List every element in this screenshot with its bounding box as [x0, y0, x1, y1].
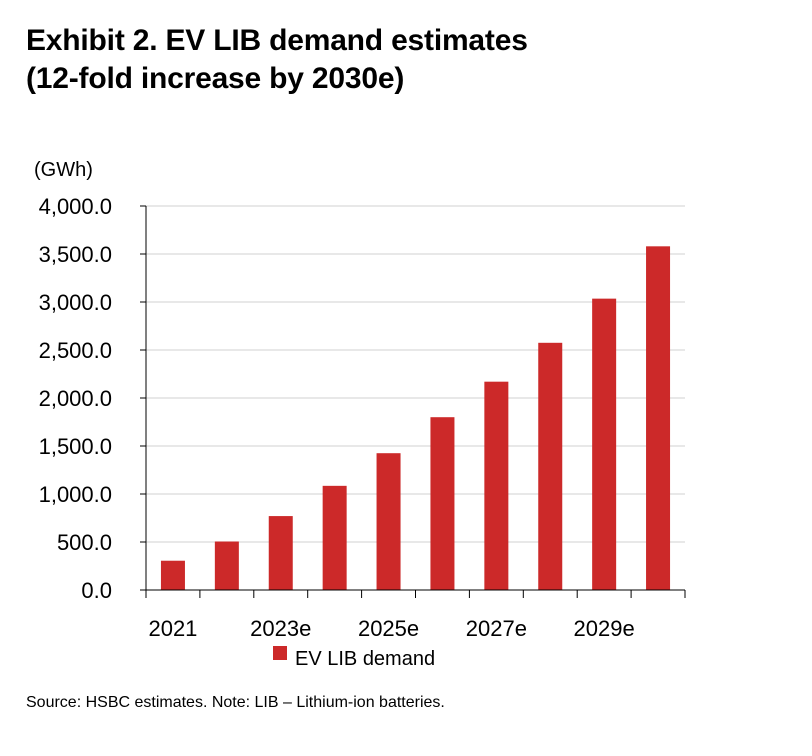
y-tick-label: 2,000.0	[39, 386, 112, 411]
y-tick-label: 3,500.0	[39, 242, 112, 267]
bar-chart: 0.0 500.0 1,000.0 1,500.0 2,000.0 2,500.0 3,00…	[34, 159, 686, 670]
gridlines	[146, 205, 685, 543]
x-tick-label: 2023e	[250, 616, 311, 641]
bar	[322, 485, 347, 590]
chart-title-line-2: (12-fold increase by 2030e)	[26, 62, 405, 95]
bar	[538, 342, 563, 590]
y-tick-label: 3,000.0	[39, 290, 112, 315]
y-axis-label: (GWh)	[34, 159, 93, 181]
x-axis-ticks: 2021 2023e 2025e 2027e 2029e	[145, 590, 686, 641]
bar-series	[160, 246, 671, 590]
source-note: Source: HSBC estimates. Note: LIB – Lith…	[26, 694, 445, 711]
y-tick-label: 1,000.0	[39, 482, 112, 507]
y-tick-label: 0.0	[81, 578, 112, 603]
bar	[430, 417, 455, 590]
y-tick-label: 500.0	[57, 530, 112, 555]
bar	[268, 516, 293, 590]
legend-label: EV LIB demand	[295, 648, 435, 670]
bar	[484, 381, 509, 590]
bar	[160, 560, 185, 590]
y-tick-label: 2,500.0	[39, 338, 112, 363]
bar	[376, 453, 401, 590]
y-tick-label: 4,000.0	[39, 194, 112, 219]
bar	[646, 246, 671, 590]
y-axis-ticks: 0.0 500.0 1,000.0 1,500.0 2,000.0 2,500.0 3,00…	[39, 194, 146, 603]
chart-title-line-1: Exhibit 2. EV LIB demand estimates	[26, 24, 528, 57]
x-tick-label: 2025e	[358, 616, 419, 641]
x-tick-label: 2027e	[466, 616, 527, 641]
legend: EV LIB demand	[273, 646, 435, 670]
bar	[592, 298, 617, 590]
bar	[214, 541, 239, 590]
x-tick-label: 2021	[148, 616, 197, 641]
y-tick-label: 1,500.0	[39, 434, 112, 459]
chart-title: Exhibit 2. EV LIB demand estimates (12-f…	[26, 22, 786, 98]
x-tick-label: 2029e	[574, 616, 635, 641]
legend-swatch	[273, 646, 287, 660]
